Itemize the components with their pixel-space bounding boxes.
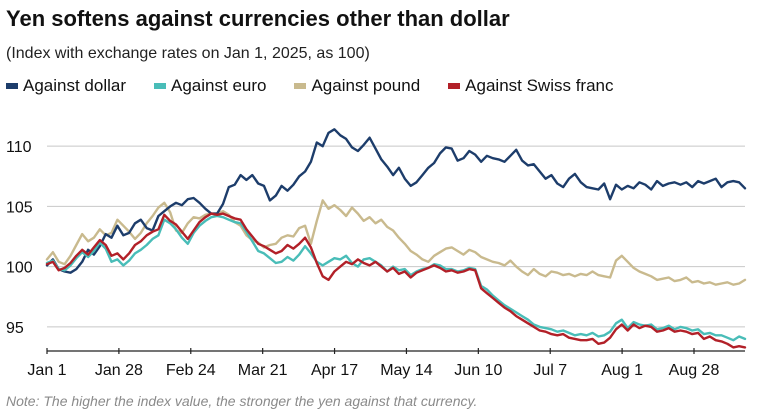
- x-tick-label-5: May 14: [380, 362, 433, 379]
- x-tick-label-8: Aug 1: [601, 362, 643, 379]
- legend-item-swiss-franc: Against Swiss franc: [448, 75, 614, 97]
- x-tick-label-9: Aug 28: [669, 362, 720, 379]
- legend-item-euro: Against euro: [154, 75, 266, 97]
- chart-subtitle: (Index with exchange rates on Jan 1, 202…: [6, 45, 370, 62]
- series-line-against-dollar: [45, 128, 747, 274]
- x-tick-label-7: Jul 7: [533, 362, 567, 379]
- legend-label-dollar: Against dollar: [23, 76, 127, 95]
- chart-note: Note: The higher the index value, the st…: [6, 393, 478, 409]
- y-tick-label-95: 95: [6, 320, 24, 337]
- legend-swatch-pound: [294, 83, 307, 89]
- chart-legend: Against dollar Against euro Against poun…: [6, 75, 642, 97]
- y-tick-label-100: 100: [6, 260, 33, 277]
- series-line-against-pound: [45, 199, 747, 286]
- legend-item-pound: Against pound: [294, 75, 420, 97]
- legend-item-dollar: Against dollar: [6, 75, 126, 97]
- legend-label-pound: Against pound: [311, 76, 421, 95]
- x-tick-label-0: Jan 1: [27, 362, 66, 379]
- series-line-against-swiss-franc: [45, 212, 747, 349]
- y-tick-label-110: 110: [6, 139, 32, 156]
- x-tick-label-6: Jun 10: [454, 362, 502, 379]
- x-tick-label-3: Mar 21: [238, 362, 288, 379]
- y-tick-label-105: 105: [6, 199, 33, 216]
- legend-label-euro: Against euro: [171, 76, 267, 95]
- series-line-against-euro: [45, 214, 747, 342]
- legend-swatch-euro: [154, 83, 167, 89]
- x-tick-label-4: Apr 17: [311, 362, 358, 379]
- legend-swatch-dollar: [6, 83, 18, 89]
- x-tick-label-2: Feb 24: [166, 362, 216, 379]
- legend-swatch-swiss-franc: [448, 83, 461, 89]
- legend-label-swiss-franc: Against Swiss franc: [465, 76, 614, 95]
- chart-title: Yen softens against currencies other tha…: [6, 6, 510, 31]
- x-tick-label-1: Jan 28: [95, 362, 143, 379]
